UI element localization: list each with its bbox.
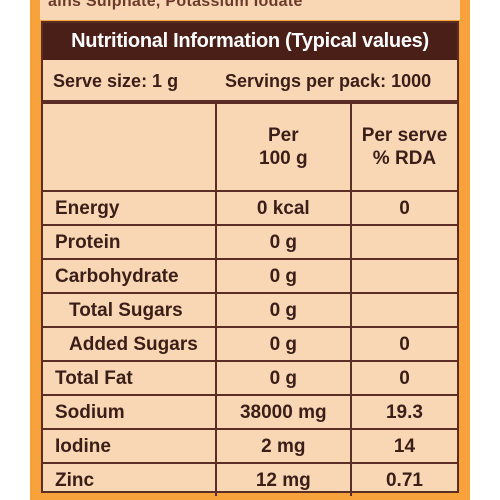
nutrient-name: Iodine: [43, 428, 217, 464]
nutrient-name: Total Fat: [43, 360, 217, 396]
rda-value: 14: [349, 428, 457, 464]
table-row: Added Sugars 0 g 0: [43, 326, 457, 362]
nutrient-name: Zinc: [43, 462, 217, 496]
nutrient-name: Total Sugars: [43, 292, 217, 328]
serving-info-row: Serve size: 1 g Servings per pack: 1000: [43, 60, 457, 102]
table-row: Total Fat 0 g 0: [43, 360, 457, 396]
nutrient-name: Sodium: [43, 394, 217, 430]
header-per-100g: Per 100 g: [214, 102, 352, 192]
per-100g-value: 0 g: [214, 258, 352, 294]
table-row: Zinc 12 mg 0.71: [43, 462, 457, 496]
ingredients-text: ains Sulphate, Potassium Iodate: [48, 0, 303, 10]
rda-value: 0: [349, 360, 457, 396]
table-row: Total Sugars 0 g: [43, 292, 457, 328]
per-100g-value: 0 kcal: [214, 190, 352, 226]
nutrient-name: Added Sugars: [43, 326, 217, 362]
rda-value: 19.3: [349, 394, 457, 430]
per-100g-value: 0 g: [214, 360, 352, 396]
per-100g-value: 2 mg: [214, 428, 352, 464]
per-100g-value: 0 g: [214, 326, 352, 362]
per-100g-value: 12 mg: [214, 462, 352, 496]
rda-value: 0.71: [349, 462, 457, 496]
servings-per-pack: Servings per pack: 1000: [225, 71, 432, 91]
nutrient-name: Carbohydrate: [43, 258, 217, 294]
rda-value: 0: [349, 190, 457, 226]
per-100g-value: 0 g: [214, 292, 352, 328]
table-row: Energy 0 kcal 0: [43, 190, 457, 226]
rda-value: [349, 292, 457, 328]
serve-size: Serve size: 1 g: [53, 71, 179, 91]
header-empty-cell: [43, 102, 217, 192]
nutrient-name: Energy: [43, 190, 217, 226]
table-row: Protein 0 g: [43, 224, 457, 260]
nutrition-table: Per 100 g Per serve % RDA Energy 0 kcal …: [43, 102, 457, 496]
nutrition-title: Nutritional Information (Typical values): [43, 23, 457, 60]
table-row: Sodium 38000 mg 19.3: [43, 394, 457, 430]
ingredients-strip: ains Sulphate, Potassium Iodate: [40, 0, 460, 20]
per-100g-value: 0 g: [214, 224, 352, 260]
nutrient-name: Protein: [43, 224, 217, 260]
table-row: Iodine 2 mg 14: [43, 428, 457, 464]
table-header-row: Per 100 g Per serve % RDA: [43, 102, 457, 192]
nutrition-panel: Nutritional Information (Typical values)…: [41, 21, 459, 496]
table-row: Carbohydrate 0 g: [43, 258, 457, 294]
rda-value: [349, 224, 457, 260]
rda-value: [349, 258, 457, 294]
per-100g-value: 38000 mg: [214, 394, 352, 430]
header-per-serve-rda: Per serve % RDA: [349, 102, 457, 192]
rda-value: 0: [349, 326, 457, 362]
